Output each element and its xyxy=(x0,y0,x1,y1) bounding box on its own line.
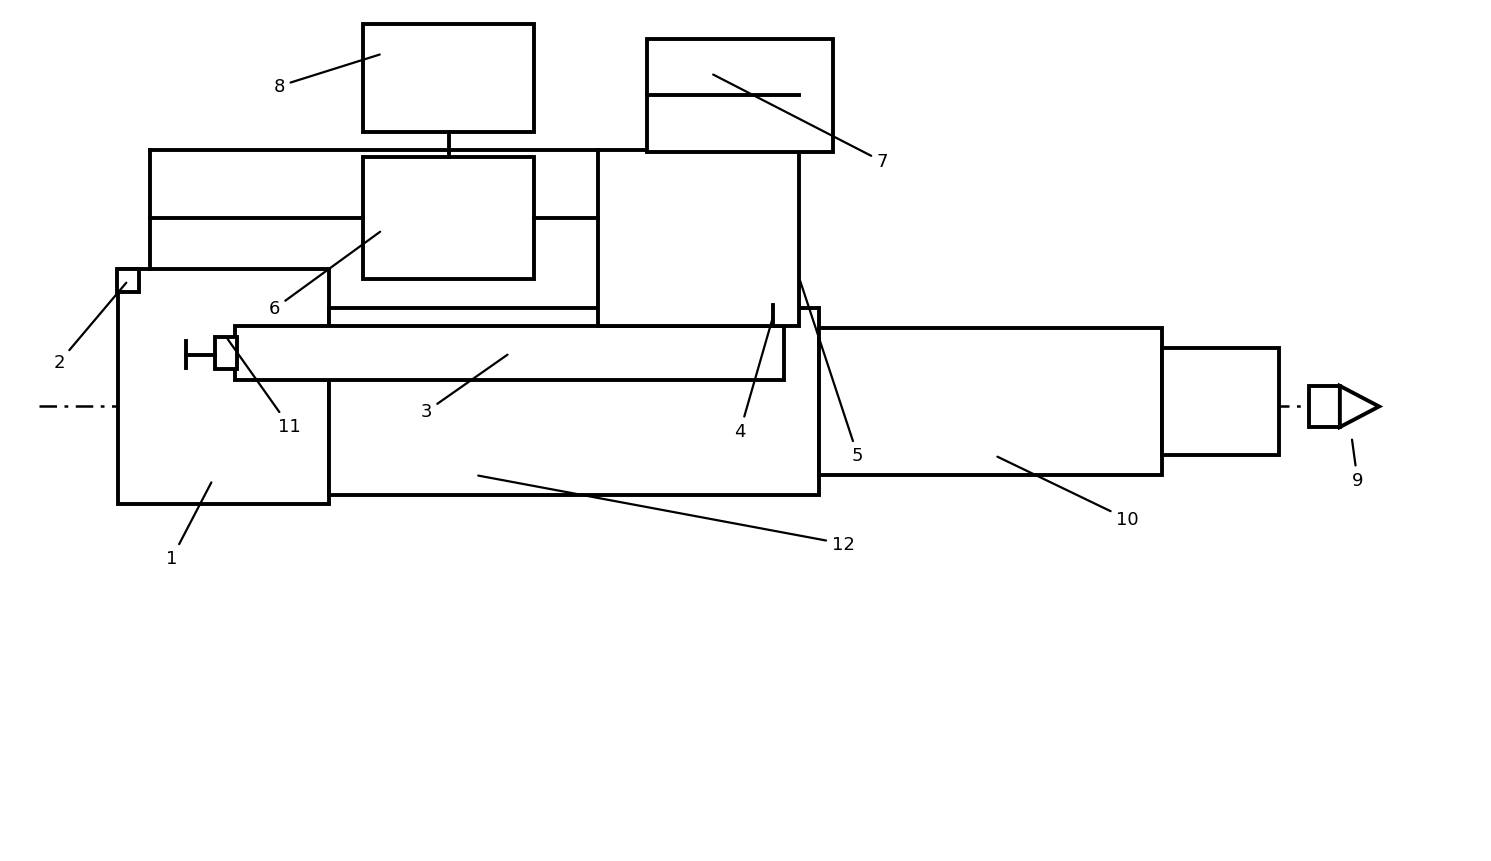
Bar xyxy=(819,329,1161,475)
Bar xyxy=(647,40,833,152)
Bar xyxy=(118,270,328,505)
Bar xyxy=(362,158,534,280)
Text: 6: 6 xyxy=(268,232,380,318)
Text: 2: 2 xyxy=(54,283,127,372)
Text: 7: 7 xyxy=(713,76,889,171)
Bar xyxy=(1309,387,1340,428)
Text: 9: 9 xyxy=(1352,440,1363,489)
Bar xyxy=(215,338,237,370)
Bar xyxy=(763,305,784,326)
Polygon shape xyxy=(1340,387,1379,428)
Bar xyxy=(362,25,534,133)
Bar xyxy=(328,309,819,495)
Text: 5: 5 xyxy=(799,281,863,465)
Text: 1: 1 xyxy=(166,483,212,567)
Text: 8: 8 xyxy=(274,55,380,96)
Bar xyxy=(236,326,784,381)
Text: 4: 4 xyxy=(735,319,772,441)
Bar xyxy=(116,270,139,293)
Text: 11: 11 xyxy=(228,340,301,436)
Text: 3: 3 xyxy=(420,356,507,421)
Bar xyxy=(1161,349,1279,456)
Text: 12: 12 xyxy=(479,476,854,553)
Text: 10: 10 xyxy=(997,457,1139,529)
Bar xyxy=(598,151,799,326)
